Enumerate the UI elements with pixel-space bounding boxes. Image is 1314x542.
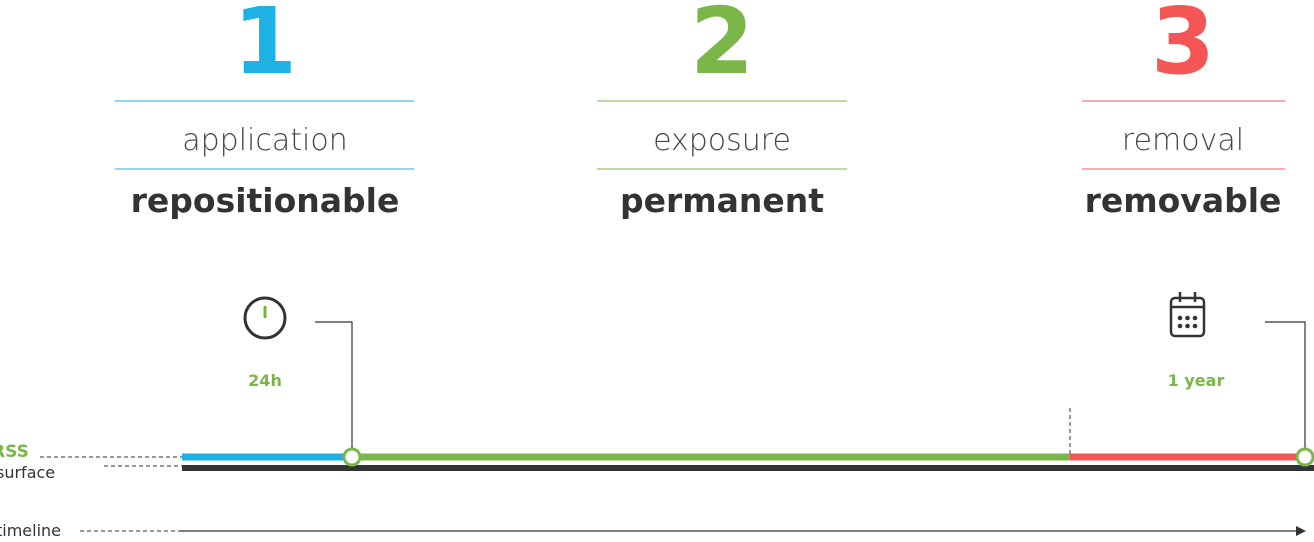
marker-label: 1 year bbox=[1168, 371, 1225, 390]
step-label: application bbox=[182, 123, 347, 158]
step-number: 1 bbox=[233, 0, 297, 95]
axis-label: timeline bbox=[0, 521, 61, 540]
step-number: 3 bbox=[1151, 0, 1215, 95]
step-property: removable bbox=[1085, 181, 1282, 220]
calendar-icon bbox=[1169, 292, 1206, 338]
connector bbox=[1265, 321, 1306, 457]
marker-label: 24h bbox=[248, 371, 282, 390]
surface-label: surface bbox=[0, 463, 55, 482]
step-property: repositionable bbox=[131, 181, 400, 220]
node bbox=[1295, 447, 1314, 467]
coating-label: RSS bbox=[0, 442, 29, 462]
connector bbox=[315, 321, 353, 457]
arrow-head bbox=[1296, 526, 1306, 536]
step-label: exposure bbox=[653, 123, 791, 158]
step-label: removal bbox=[1122, 123, 1244, 158]
step-number: 2 bbox=[690, 0, 754, 95]
step-property: permanent bbox=[620, 181, 824, 220]
clock-icon bbox=[243, 296, 287, 340]
node bbox=[342, 447, 362, 467]
